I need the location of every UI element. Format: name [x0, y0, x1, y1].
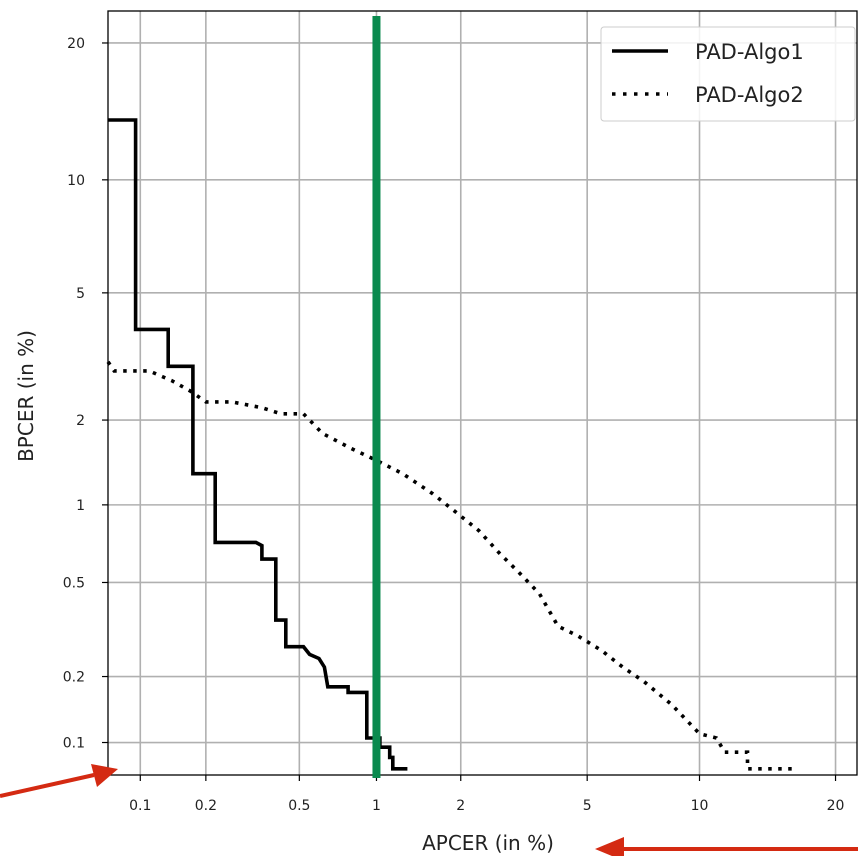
series-line-pad-algo2 [106, 360, 795, 771]
grid [108, 11, 857, 775]
annotation-arrows [0, 764, 858, 856]
legend-label-pad-algo2: PAD-Algo2 [695, 83, 804, 107]
y-tick-label: 2 [76, 413, 85, 429]
y-axis-ticks: 0.1 0.2 0.5 1 2 5 10 20 [63, 36, 108, 752]
x-axis-label: APCER (in %) [422, 831, 554, 855]
y-tick-label: 0.2 [63, 670, 85, 686]
x-tick-label: 20 [827, 798, 845, 814]
y-tick-label: 0.5 [63, 575, 85, 591]
y-axis-label: BPCER (in %) [14, 330, 38, 462]
series-line-pad-algo1 [108, 118, 408, 771]
x-tick-label: 1 [372, 798, 381, 814]
legend-label-pad-algo1: PAD-Algo1 [695, 40, 804, 64]
x-tick-label: 10 [691, 798, 709, 814]
x-axis-ticks: 0.1 0.2 0.5 1 2 5 10 20 [129, 775, 844, 814]
annotation-arrow-head [595, 837, 624, 856]
annotation-arrow-shaft [0, 773, 95, 798]
y-tick-label: 10 [67, 173, 85, 189]
x-tick-label: 0.2 [195, 798, 217, 814]
y-tick-label: 1 [76, 498, 85, 514]
y-tick-label: 20 [67, 36, 85, 52]
y-tick-label: 5 [76, 286, 85, 302]
x-tick-label: 0.5 [288, 798, 310, 814]
legend: PAD-Algo1 PAD-Algo2 [600, 26, 856, 122]
x-tick-label: 5 [583, 798, 592, 814]
y-tick-label: 0.1 [63, 736, 85, 752]
plot-frame [107, 10, 858, 776]
annotation-arrow-head [91, 764, 118, 787]
x-tick-label: 2 [456, 798, 465, 814]
x-tick-label: 0.1 [129, 798, 151, 814]
series-group [106, 118, 795, 771]
